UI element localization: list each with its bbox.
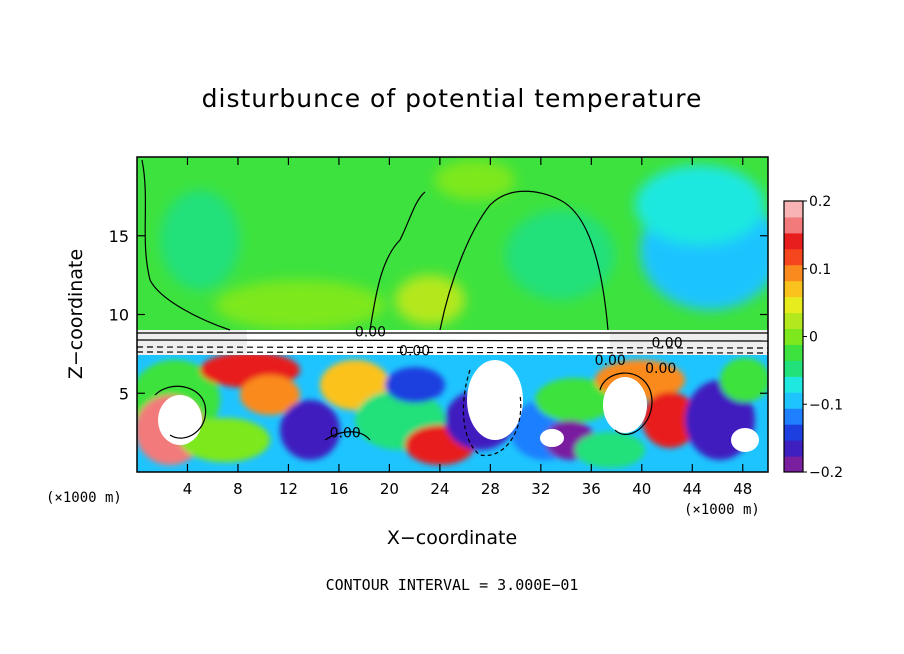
x-tick-label: 24 xyxy=(430,480,449,498)
lower-orange-zone-1 xyxy=(240,375,300,415)
contour-label: 0.00 xyxy=(645,361,676,377)
contour-line-center-left xyxy=(369,191,426,331)
x-tick-label: 36 xyxy=(582,480,601,498)
y-tick-label: 5 xyxy=(119,384,129,403)
lower-red-zone-3 xyxy=(642,392,698,448)
upper-green-zone-mid xyxy=(505,210,615,300)
colorbar-tick-label: −0.2 xyxy=(809,465,843,481)
upper-yellowgreen-zone-top xyxy=(435,160,515,200)
colorbar-tick-label: 0.1 xyxy=(809,262,831,278)
upper-teal-zone-east xyxy=(635,165,765,245)
colorbar-tick-label: 0.2 xyxy=(809,194,831,210)
contour-lines xyxy=(137,159,768,457)
contour-line-lower-3 xyxy=(324,431,371,441)
contour-line-lower-dashed xyxy=(462,369,522,457)
x-tick-label: 12 xyxy=(279,480,298,498)
upper-yellowgreen-zone-west xyxy=(215,280,385,330)
saturated-zone-2 xyxy=(467,360,523,440)
saturated-zone-1 xyxy=(158,395,202,445)
x-unit-label-right: (×1000 m) xyxy=(684,502,760,518)
colorbar-swatch xyxy=(784,216,803,234)
saturated-zone-3 xyxy=(603,377,647,433)
lower-purple-zone-1 xyxy=(280,400,340,460)
colorbar-swatch xyxy=(784,232,803,250)
x-axis-label: X−coordinate xyxy=(386,527,518,549)
lower-green-zone-4 xyxy=(720,358,768,402)
lower-yellowgreen-zone-1 xyxy=(180,418,270,462)
contour-line-lower-1 xyxy=(154,385,207,439)
inversion-band-hatch-east xyxy=(610,330,768,355)
x-axis-ticks: 4 8 12 16 20 24 28 32 36 40 44 48 xyxy=(183,157,752,498)
x-tick-label: 20 xyxy=(380,480,399,498)
saturated-zone-5 xyxy=(731,428,759,452)
contour-label: 0.00 xyxy=(330,425,361,441)
colorbar-swatch xyxy=(784,344,803,361)
colorbar-swatch xyxy=(784,360,803,377)
colorbar-swatch xyxy=(784,424,803,441)
colorbar-swatch xyxy=(784,376,803,393)
chart-title: disturbunce of potential temperature xyxy=(201,84,703,113)
x-tick-label: 48 xyxy=(733,480,752,498)
contour-line-inversion-dashed-2 xyxy=(137,351,768,354)
x-unit-label-left: (×1000 m) xyxy=(46,490,122,506)
contour-line-center-right xyxy=(439,190,609,331)
heatmap-field xyxy=(137,157,768,472)
contour-labels: 0.00 0.00 0.00 0.00 0.00 0.00 xyxy=(330,325,683,442)
contour-label: 0.00 xyxy=(355,325,386,341)
lower-blue-zone-1 xyxy=(385,367,445,403)
upper-yellowgreen-zone-center xyxy=(395,275,465,325)
x-tick-label: 4 xyxy=(183,480,193,498)
colorbar-swatch xyxy=(784,248,803,266)
y-axis-ticks: 5 10 15 xyxy=(109,227,768,403)
colorbar-swatch xyxy=(784,392,803,409)
x-tick-label: 8 xyxy=(233,480,243,498)
inversion-band-hatch-west xyxy=(137,330,247,355)
contour-label: 0.00 xyxy=(595,353,626,369)
x-tick-label: 32 xyxy=(531,480,550,498)
contour-line-inversion-dashed-1 xyxy=(137,346,768,349)
colorbar-swatch xyxy=(784,440,803,457)
x-tick-label: 16 xyxy=(329,480,348,498)
colorbar-swatch xyxy=(784,264,803,282)
colorbar-tick-label: 0 xyxy=(809,330,818,346)
lower-green-zone-5 xyxy=(575,432,645,468)
contour-line-inversion-1 xyxy=(137,339,768,342)
colorbar-swatch xyxy=(784,408,803,425)
x-tick-label: 40 xyxy=(632,480,651,498)
x-tick-label: 44 xyxy=(683,480,702,498)
y-tick-label: 10 xyxy=(109,306,129,325)
colorbar-tick-label: −0.1 xyxy=(809,397,843,413)
colorbar-swatch xyxy=(784,280,803,298)
colorbar-swatch xyxy=(784,456,803,473)
contour-line-lower-2 xyxy=(599,372,653,436)
colorbar: 0.2 0.1 0 −0.1 −0.2 xyxy=(783,194,843,481)
contour-label: 0.00 xyxy=(651,336,682,352)
contour-interval-label: CONTOUR INTERVAL = 3.000E−01 xyxy=(325,576,579,594)
colorbar-swatch xyxy=(784,296,803,314)
colorbar-swatch xyxy=(784,201,803,218)
lower-green-zone-3 xyxy=(535,378,615,422)
saturated-zone-4 xyxy=(540,429,564,447)
colorbar-swatch xyxy=(784,328,803,345)
x-tick-label: 28 xyxy=(481,480,500,498)
contour-label: 0.00 xyxy=(399,343,430,359)
upper-green-zone-west xyxy=(160,190,240,290)
y-tick-label: 15 xyxy=(109,227,129,246)
contour-line-west xyxy=(141,159,231,331)
colorbar-swatch xyxy=(784,312,803,330)
